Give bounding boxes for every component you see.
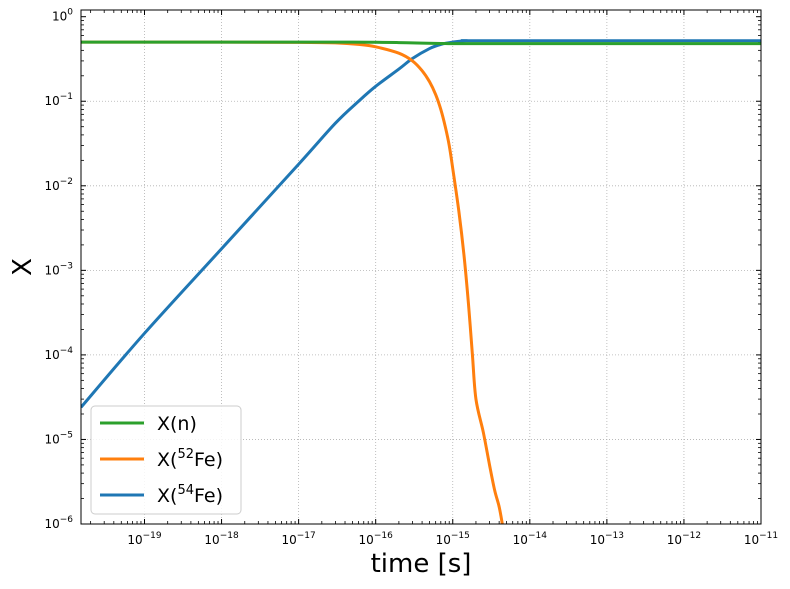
y-axis-label: X bbox=[8, 258, 38, 276]
x-tick-label: 10−18 bbox=[204, 531, 239, 547]
y-tick-labels: 100 10−1 10−2 10−3 10−4 10−5 10−6 bbox=[44, 8, 73, 531]
x-tick-label: 10−17 bbox=[281, 531, 315, 547]
series-line-x-52fe- bbox=[81, 40, 504, 524]
legend: X(n) X(52Fe) X(54Fe) bbox=[90, 405, 242, 515]
y-tick-label: 10−2 bbox=[44, 177, 73, 193]
series-line-x-54fe- bbox=[81, 39, 761, 409]
y-tick-label: 100 bbox=[52, 8, 73, 24]
series-lines bbox=[81, 39, 761, 524]
x-tick-label: 10−16 bbox=[359, 531, 394, 547]
x-axis-label: time [s] bbox=[371, 549, 472, 579]
grid bbox=[81, 10, 762, 524]
y-tick-label: 10−6 bbox=[44, 515, 73, 531]
y-tick-label: 10−1 bbox=[44, 92, 73, 108]
series-line-x-n- bbox=[81, 40, 761, 46]
x-tick-label: 10−13 bbox=[590, 531, 624, 547]
x-tick-label: 10−15 bbox=[436, 531, 470, 547]
x-tick-label: 10−12 bbox=[667, 531, 701, 547]
x-tick-label: 10−11 bbox=[744, 531, 778, 547]
y-tick-label: 10−3 bbox=[44, 261, 73, 277]
x-tick-label: 10−19 bbox=[127, 531, 162, 547]
legend-box bbox=[90, 405, 242, 515]
y-tick-label: 10−4 bbox=[44, 346, 73, 362]
y-tick-label: 10−5 bbox=[44, 430, 73, 446]
legend-label: X(52Fe) bbox=[157, 447, 223, 471]
plot-frame bbox=[80, 9, 762, 525]
x-tick-labels: 10−19 10−18 10−17 10−16 10−15 10−14 10−13 10−12… bbox=[127, 531, 778, 547]
x-tick-label: 10−14 bbox=[513, 531, 548, 547]
legend-label: X(54Fe) bbox=[157, 483, 223, 507]
legend-label: X(n) bbox=[157, 413, 197, 435]
